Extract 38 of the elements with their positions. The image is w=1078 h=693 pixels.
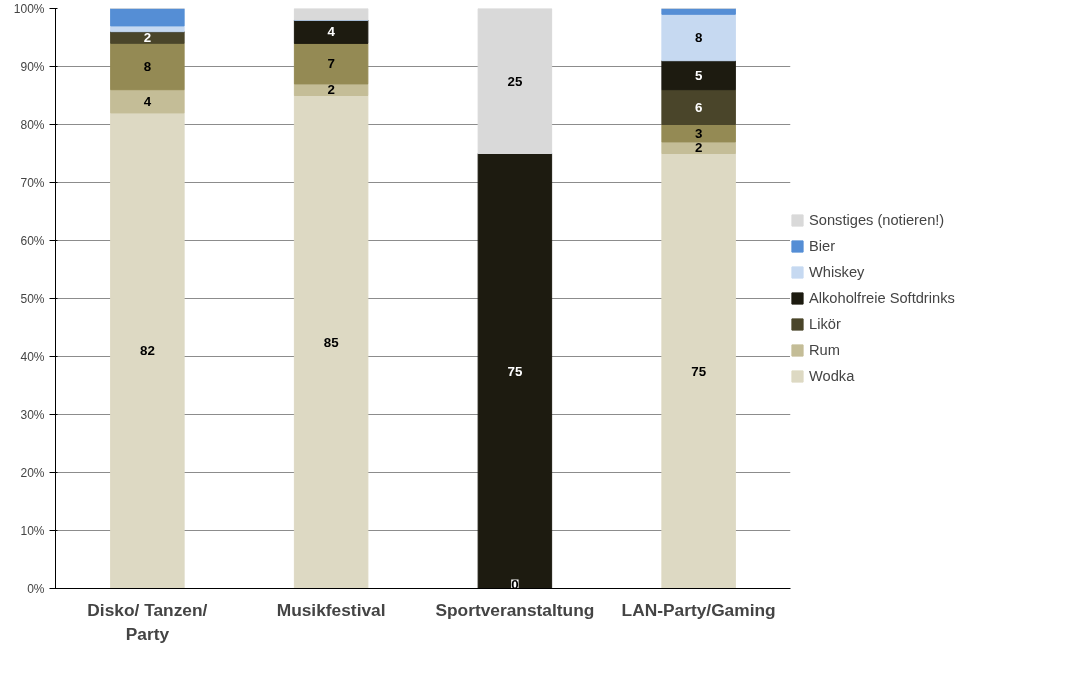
data-label: 75	[691, 363, 707, 379]
data-label: 75	[507, 363, 523, 379]
y-tick-label: 90%	[20, 59, 45, 74]
data-label: 8	[143, 59, 152, 74]
y-tick-label: 100%	[13, 1, 45, 16]
data-label: 85	[323, 334, 340, 350]
data-label: 4	[327, 24, 336, 40]
y-tick-label: 50%	[20, 291, 45, 306]
y-tick-label: 60%	[20, 233, 45, 248]
x-tick-label: LAN-Party/Gaming	[621, 599, 776, 620]
x-tick-label: Sportveranstaltung	[435, 599, 595, 620]
y-tick-label: 40%	[20, 349, 45, 364]
y-tick-label: 0%	[27, 581, 45, 596]
data-label: 6	[694, 99, 703, 115]
legend-label: Wodka	[809, 368, 855, 384]
x-tick-label: Musikfestival	[276, 599, 386, 620]
data-label: 8	[694, 30, 703, 45]
legend-label: Alkoholfreie Softdrinks	[809, 290, 955, 306]
data-label: 82	[139, 343, 155, 359]
y-tick-label: 70%	[20, 175, 45, 190]
data-label: 5	[694, 67, 703, 83]
data-label: 2	[327, 82, 335, 98]
legend-label: Likör	[809, 316, 841, 332]
data-label: 3	[694, 125, 703, 141]
y-tick-label: 10%	[20, 523, 45, 538]
x-tick-label: Disko/ Tanzen/ Party	[87, 599, 208, 644]
data-label: 4	[143, 93, 152, 109]
y-tick-label: 30%	[20, 407, 45, 422]
data-label: 7	[327, 56, 335, 72]
y-tick-label: 20%	[20, 465, 45, 480]
legend-label: Rum	[809, 342, 840, 358]
legend-label: Whiskey	[809, 264, 865, 280]
y-tick-label: 80%	[20, 117, 45, 132]
legend-label: Bier	[809, 238, 836, 254]
data-label: 2	[143, 30, 152, 45]
legend-label: Sonstiges (notieren!)	[809, 212, 945, 228]
data-label: 2	[694, 140, 703, 156]
data-label: 25	[507, 73, 523, 89]
